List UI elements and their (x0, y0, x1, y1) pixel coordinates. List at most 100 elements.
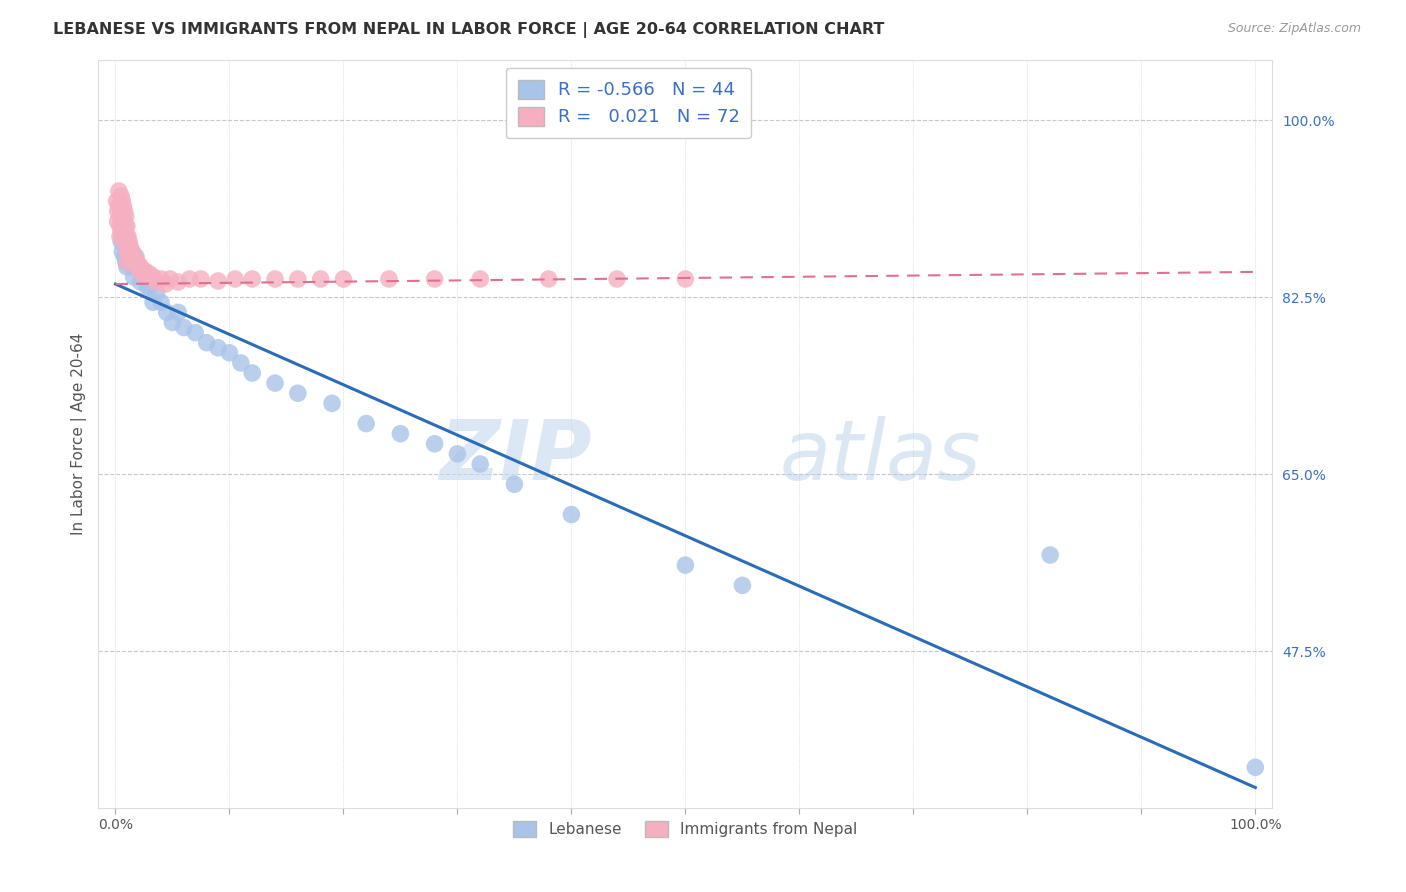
Text: Source: ZipAtlas.com: Source: ZipAtlas.com (1227, 22, 1361, 36)
Point (132, 265, 155, 279)
Point (190, 272, 212, 286)
Point (321, 396, 343, 410)
Point (114, 235, 136, 249)
Point (115, 236, 138, 251)
Point (423, 437, 446, 451)
Point (159, 272, 181, 286)
Point (136, 280, 159, 294)
Point (110, 235, 132, 249)
Point (136, 270, 159, 285)
Y-axis label: In Labor Force | Age 20-64: In Labor Force | Age 20-64 (72, 333, 87, 535)
Point (112, 229, 135, 244)
Point (503, 477, 526, 491)
Point (108, 199, 131, 213)
Point (120, 244, 142, 259)
Point (110, 199, 132, 213)
Point (120, 255, 142, 269)
Point (150, 295, 173, 310)
Point (107, 204, 129, 219)
Point (179, 272, 201, 286)
Point (309, 272, 332, 286)
Point (112, 199, 135, 213)
Point (287, 272, 309, 286)
Point (673, 272, 696, 286)
Point (111, 214, 134, 228)
Point (537, 272, 560, 286)
Point (121, 244, 143, 259)
Point (108, 219, 131, 234)
Point (145, 275, 167, 289)
Point (240, 366, 263, 380)
Point (120, 250, 142, 264)
Point (114, 214, 136, 228)
Point (121, 255, 143, 269)
Legend: Lebanese, Immigrants from Nepal: Lebanese, Immigrants from Nepal (506, 814, 865, 845)
Point (118, 244, 141, 259)
Point (287, 386, 309, 401)
Point (127, 260, 149, 274)
Text: LEBANESE VS IMMIGRANTS FROM NEPAL IN LABOR FORCE | AGE 20-64 CORRELATION CHART: LEBANESE VS IMMIGRANTS FROM NEPAL IN LAB… (53, 22, 884, 38)
Point (132, 267, 155, 281)
Point (224, 272, 246, 286)
Point (124, 257, 146, 271)
Point (108, 229, 131, 244)
Point (122, 270, 145, 285)
Point (112, 209, 135, 223)
Point (114, 250, 136, 264)
Point (129, 260, 152, 274)
Point (110, 224, 132, 238)
Point (446, 447, 468, 461)
Point (673, 558, 696, 573)
Point (115, 255, 138, 269)
Point (138, 267, 160, 281)
Point (117, 229, 139, 244)
Point (167, 305, 190, 319)
Point (105, 194, 128, 208)
Point (118, 235, 141, 249)
Point (114, 219, 136, 234)
Point (560, 508, 582, 522)
Point (115, 229, 138, 244)
Point (107, 214, 129, 228)
Point (332, 272, 354, 286)
Point (114, 224, 136, 238)
Point (125, 252, 148, 267)
Point (207, 274, 229, 288)
Point (184, 326, 207, 340)
Point (138, 280, 160, 294)
Point (1039, 548, 1062, 562)
Text: ZIP: ZIP (439, 416, 592, 497)
Point (389, 426, 412, 441)
Point (195, 335, 218, 350)
Point (112, 224, 135, 238)
Point (134, 264, 156, 278)
Text: atlas: atlas (779, 416, 981, 497)
Point (114, 235, 136, 249)
Point (229, 356, 252, 370)
Point (173, 320, 195, 334)
Point (1244, 760, 1267, 774)
Point (111, 244, 134, 259)
Point (155, 277, 177, 291)
Point (121, 260, 143, 274)
Point (207, 341, 229, 355)
Point (218, 346, 240, 360)
Point (378, 272, 401, 286)
Point (128, 263, 150, 277)
Point (127, 260, 149, 274)
Point (118, 244, 141, 259)
Point (125, 250, 148, 264)
Point (142, 295, 165, 310)
Point (117, 239, 139, 253)
Point (150, 272, 173, 286)
Point (142, 270, 165, 285)
Point (354, 417, 377, 431)
Point (167, 275, 190, 289)
Point (111, 194, 134, 208)
Point (122, 250, 145, 264)
Point (156, 305, 179, 319)
Point (108, 184, 131, 198)
Point (145, 285, 167, 300)
Point (115, 260, 138, 274)
Point (110, 189, 132, 203)
